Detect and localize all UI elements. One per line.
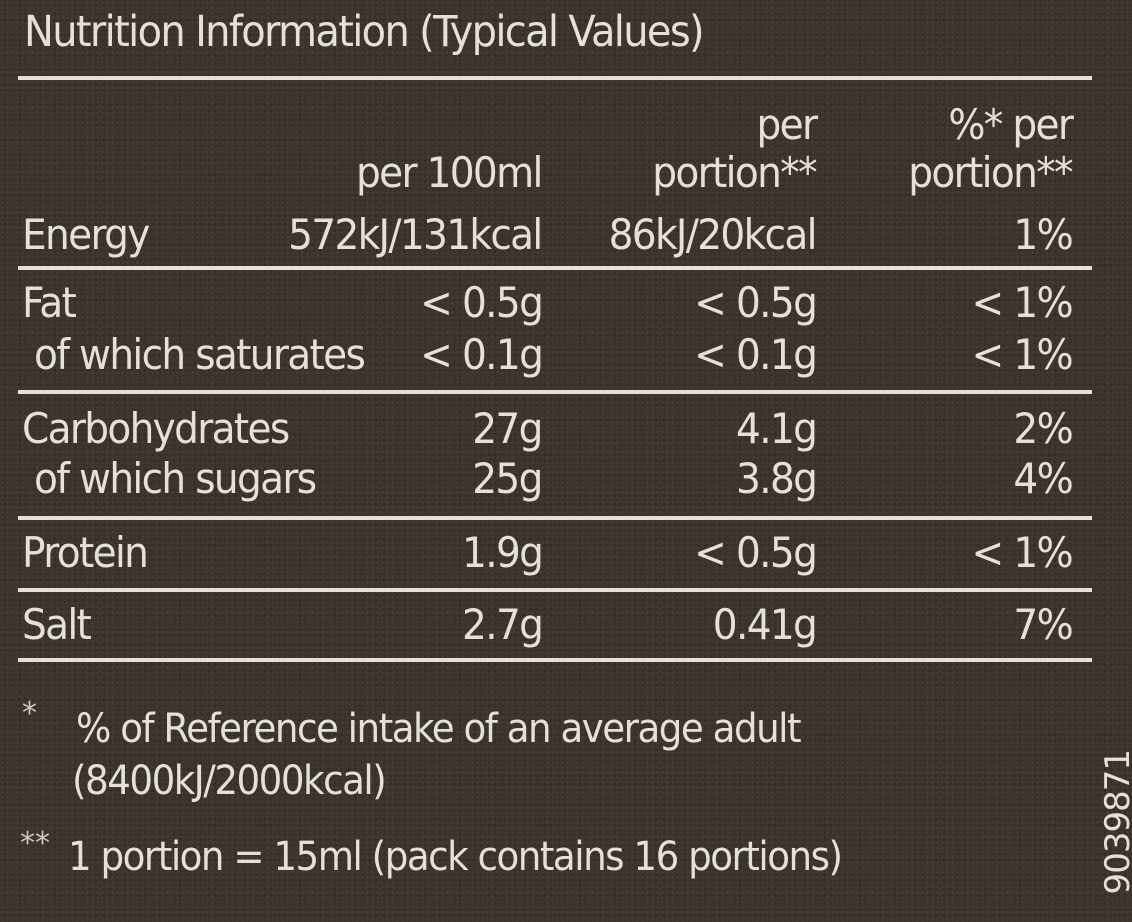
carbohydrates-ri: 2%	[1013, 404, 1073, 453]
sugars-per-100ml: 25g	[472, 454, 544, 503]
salt-ri: 7%	[1013, 600, 1073, 649]
divider-energy	[18, 266, 1092, 270]
divider-carbohydrates	[18, 516, 1092, 520]
energy-per-portion: 86kJ/20kcal	[608, 210, 818, 259]
fat-per-100ml: < 0.5g	[419, 278, 544, 327]
nutrition-title: Nutrition Information (Typical Values)	[24, 7, 705, 57]
product-code: 9039871	[1098, 750, 1132, 895]
footnote-double-star-mark: **	[20, 826, 50, 861]
divider-title	[18, 76, 1092, 80]
energy-ri: 1%	[1013, 210, 1073, 259]
energy-per-100ml: 572kJ/131kcal	[288, 210, 543, 259]
divider-protein	[18, 588, 1092, 592]
row-label-saturates: of which saturates	[34, 330, 366, 379]
carbohydrates-per-portion: 4.1g	[735, 404, 818, 453]
salt-per-100ml: 2.7g	[461, 600, 544, 649]
divider-salt	[18, 658, 1092, 662]
row-label-protein: Protein	[22, 528, 149, 577]
header-per-portion-line1: per	[756, 100, 818, 149]
salt-per-portion: 0.41g	[712, 600, 818, 649]
header-per-100ml: per 100ml	[356, 148, 543, 197]
row-label-energy: Energy	[22, 210, 150, 259]
footnote-portion-size: 1 portion = 15ml (pack contains 16 porti…	[68, 834, 843, 880]
sugars-ri: 4%	[1013, 454, 1073, 503]
header-per-portion-line2: portion**	[652, 148, 817, 197]
divider-fat	[18, 390, 1092, 394]
footnote-reference-values: (8400kJ/2000kcal)	[72, 758, 387, 804]
footnote-reference-intake: % of Reference intake of an average adul…	[76, 706, 802, 752]
row-label-salt: Salt	[22, 600, 92, 649]
saturates-ri: < 1%	[971, 330, 1074, 379]
header-ri-line2: portion**	[908, 148, 1073, 197]
fat-ri: < 1%	[971, 278, 1074, 327]
row-label-fat: Fat	[22, 278, 77, 327]
carbohydrates-per-100ml: 27g	[472, 404, 544, 453]
footnote-star-mark: *	[22, 696, 37, 731]
sugars-per-portion: 3.8g	[735, 454, 818, 503]
fat-per-portion: < 0.5g	[693, 278, 818, 327]
protein-ri: < 1%	[971, 528, 1074, 577]
protein-per-portion: < 0.5g	[693, 528, 818, 577]
row-label-carbohydrates: Carbohydrates	[22, 404, 290, 453]
protein-per-100ml: 1.9g	[461, 528, 544, 577]
saturates-per-100ml: < 0.1g	[419, 330, 544, 379]
row-label-sugars: of which sugars	[34, 454, 317, 503]
saturates-per-portion: < 0.1g	[693, 330, 818, 379]
header-ri-line1: %* per	[948, 100, 1074, 149]
